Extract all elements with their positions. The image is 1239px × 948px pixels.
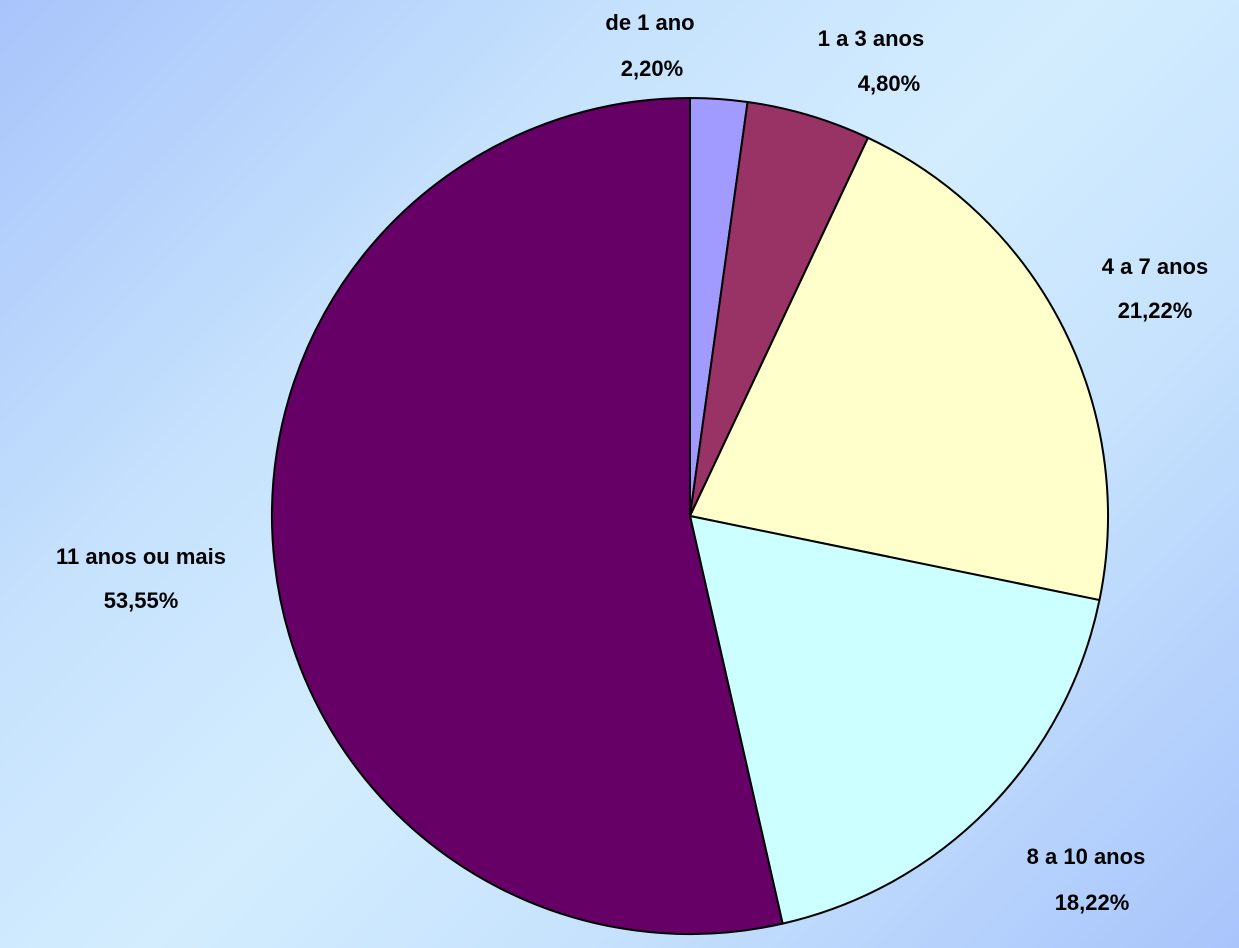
label-4-a-7-anos-name: 4 a 7 anos [1102,254,1208,279]
label-1-a-3-anos-name: 1 a 3 anos [818,26,924,51]
data-labels: de 1 ano 2,20% 1 a 3 anos 4,80% 4 a 7 an… [56,10,1208,915]
label-8-a-10-anos-name: 8 a 10 anos [1027,844,1146,869]
label-8-a-10-anos-value: 18,22% [1055,890,1130,915]
label-11-anos-ou-mais-value: 53,55% [104,588,179,613]
pie-slices [271,97,1110,935]
label-1-a-3-anos-value: 4,80% [858,71,920,96]
label-11-anos-ou-mais-name: 11 anos ou mais [56,544,226,569]
pie-slice-11-anos-ou-mais [271,97,784,935]
label-de-1-ano-value: 2,20% [621,56,683,81]
label-4-a-7-anos-value: 21,22% [1118,298,1193,323]
label-de-1-ano-name: de 1 ano [605,10,694,35]
pie-slice-4-a-7-anos [689,136,1110,602]
pie-slice-8-a-10-anos [689,515,1101,925]
